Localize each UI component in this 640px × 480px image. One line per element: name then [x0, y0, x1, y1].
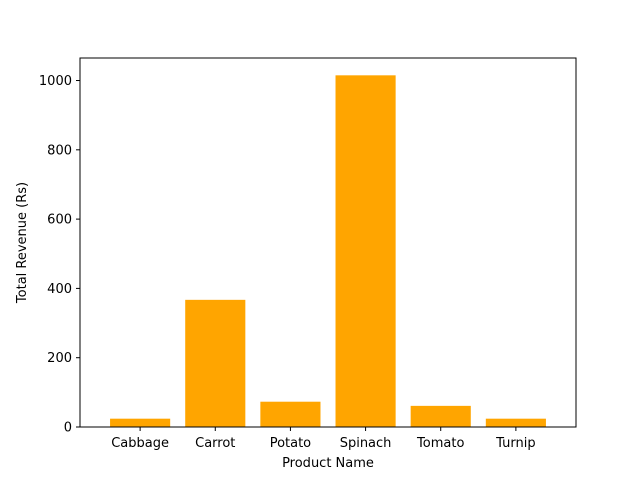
- x-axis-label: Product Name: [282, 456, 374, 471]
- bar-spinach: [335, 75, 396, 427]
- bars-group: [110, 75, 546, 427]
- y-tick-label: 600: [47, 213, 72, 228]
- x-tick-label: Carrot: [195, 436, 235, 451]
- bar-potato: [260, 401, 321, 427]
- x-tick-label: Turnip: [495, 436, 535, 451]
- y-tick-label: 400: [47, 282, 72, 297]
- bar-turnip: [485, 418, 546, 427]
- y-axis-label: Total Revenue (Rs): [15, 182, 30, 304]
- y-tick-label: 0: [64, 421, 72, 436]
- x-axis: Cabbage Carrot Potato Spinach Tomato Turnip: [111, 427, 536, 451]
- bar-carrot: [185, 299, 246, 427]
- y-tick-label: 1000: [39, 74, 72, 89]
- y-tick-label: 800: [47, 143, 72, 158]
- x-tick-label: Cabbage: [111, 436, 169, 451]
- plot-frame: [79, 57, 577, 428]
- y-axis: 0 200 400 600 800 1000: [39, 74, 80, 436]
- y-tick-label: 200: [47, 351, 72, 366]
- x-tick-label: Spinach: [340, 436, 392, 451]
- x-tick-label: Tomato: [416, 436, 464, 451]
- bar-cabbage: [110, 418, 171, 427]
- x-tick-label: Potato: [270, 436, 311, 451]
- bar-tomato: [410, 405, 471, 427]
